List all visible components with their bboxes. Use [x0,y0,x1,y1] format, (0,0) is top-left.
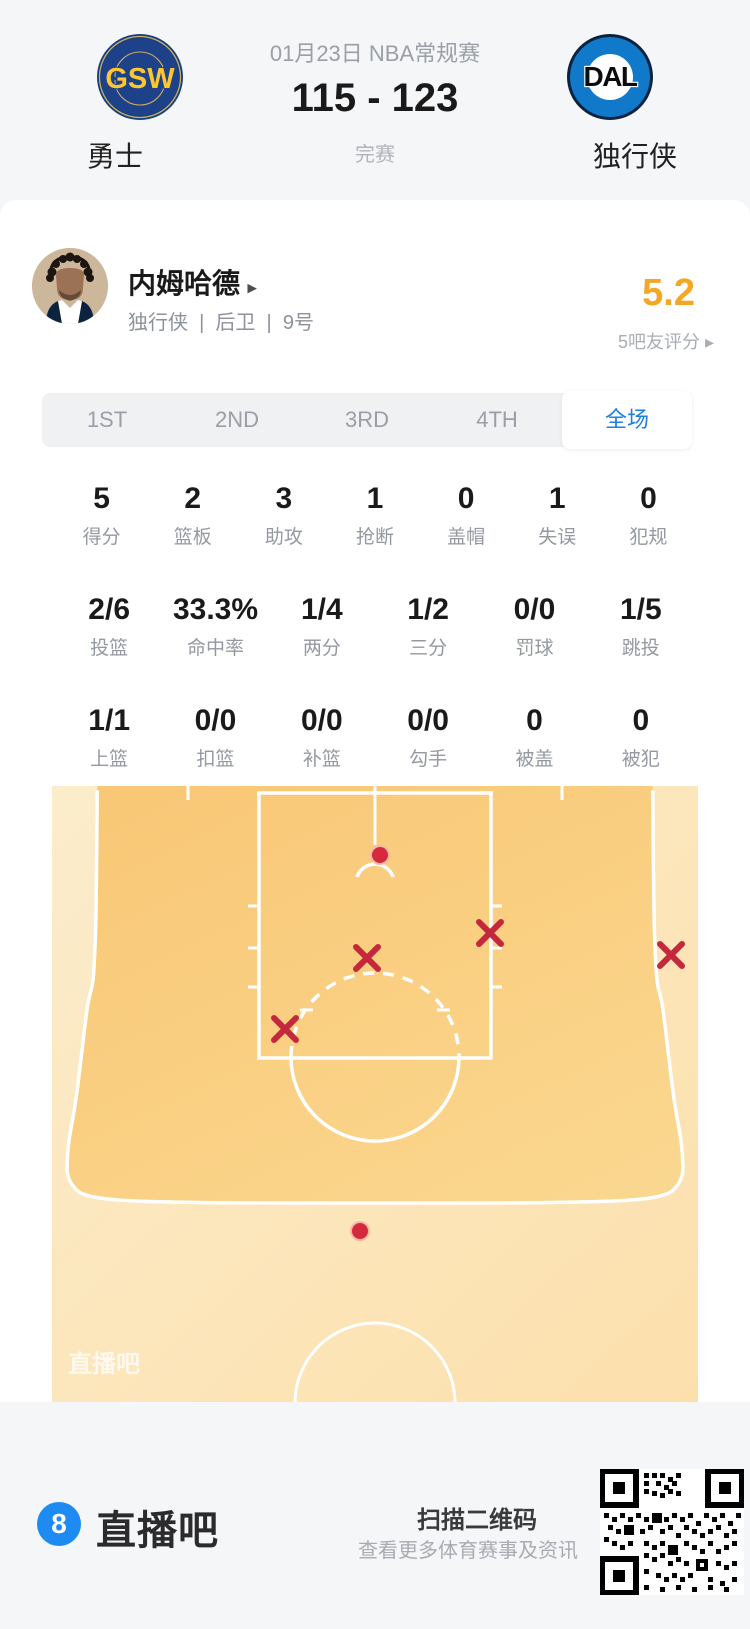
svg-text:直播吧: 直播吧 [68,1351,140,1378]
